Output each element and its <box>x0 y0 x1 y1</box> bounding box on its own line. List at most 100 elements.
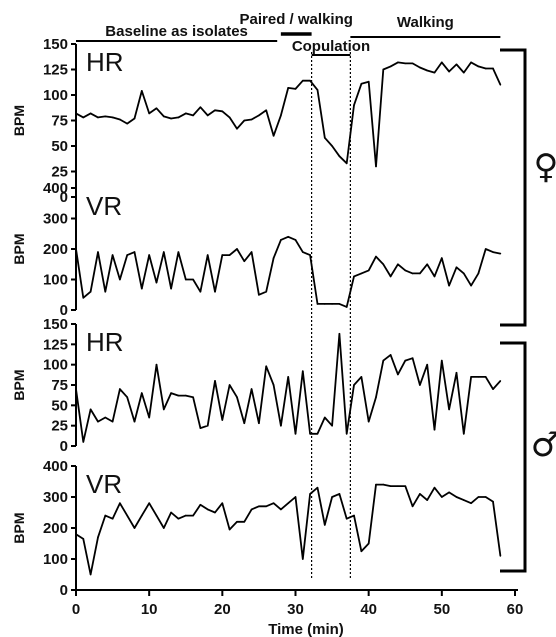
data-point <box>104 115 107 118</box>
data-point <box>221 110 224 113</box>
y-tick-label: 50 <box>51 138 68 155</box>
data-point <box>462 71 465 74</box>
data-point <box>75 248 77 250</box>
data-point <box>477 376 480 378</box>
data-point <box>199 290 202 293</box>
data-point <box>199 106 202 109</box>
data-point <box>470 376 472 378</box>
panel-2: 400 300 200 100 0 BPM VR <box>11 180 502 319</box>
data-point <box>272 502 275 505</box>
data-point <box>419 384 421 386</box>
data-point <box>294 433 297 435</box>
phase-label: Paired / walking <box>240 11 353 28</box>
data-point <box>177 394 180 397</box>
y-axis-label: BPM <box>11 512 27 543</box>
data-point <box>97 536 99 539</box>
data-point <box>89 112 92 115</box>
data-point <box>258 293 260 296</box>
x-tick-label: 10 <box>141 601 158 618</box>
panel-tag: HR <box>86 47 124 77</box>
data-point <box>338 493 341 495</box>
x-tick-label: 50 <box>433 601 450 618</box>
series-line <box>75 332 502 443</box>
y-tick-label: 100 <box>43 551 68 568</box>
data-point <box>272 384 275 386</box>
data-point <box>441 257 443 259</box>
data-point <box>462 499 465 501</box>
data-point <box>360 272 363 275</box>
data-point <box>236 248 238 250</box>
data-point <box>258 505 260 508</box>
data-point <box>163 527 165 529</box>
y-tick-label: 125 <box>43 336 68 353</box>
data-point <box>111 116 114 119</box>
data-point <box>265 109 268 112</box>
data-point <box>280 114 282 117</box>
data-point <box>170 287 172 290</box>
data-point <box>104 514 107 517</box>
data-point <box>455 266 458 269</box>
y-tick-label: 300 <box>43 211 68 228</box>
data-point <box>397 61 399 64</box>
data-point <box>206 114 209 117</box>
y-tick-label: 200 <box>43 520 68 537</box>
data-point <box>316 303 319 305</box>
data-point <box>243 422 246 425</box>
panel-1: 150 125 100 75 50 25 0 BPM HR <box>11 36 502 206</box>
y-tick-label: 100 <box>43 272 68 289</box>
panels: 1501251007550250BPMHR4003002001000BPMVR1… <box>11 36 502 599</box>
data-point <box>250 508 253 511</box>
data-point <box>492 67 494 70</box>
y-tick-label: 400 <box>43 458 68 475</box>
data-point <box>243 119 246 122</box>
panel-tag: VR <box>86 469 122 499</box>
data-point <box>404 62 407 65</box>
data-point <box>338 303 341 305</box>
data-point <box>221 502 224 505</box>
data-point <box>155 514 158 517</box>
data-point <box>184 112 187 115</box>
data-point <box>367 80 370 83</box>
data-point <box>221 419 224 421</box>
data-point <box>448 491 450 494</box>
data-point <box>206 508 209 511</box>
data-point <box>309 79 311 82</box>
data-point <box>382 68 385 71</box>
data-point <box>97 420 99 423</box>
data-point <box>170 511 172 514</box>
data-point <box>148 254 150 256</box>
data-point <box>353 384 355 386</box>
y-tick-label: 0 <box>60 189 68 206</box>
data-point <box>323 524 326 526</box>
data-point <box>411 62 414 65</box>
data-point <box>89 408 92 411</box>
x-tick-label: 20 <box>214 601 231 618</box>
data-point <box>382 359 385 362</box>
y-tick-label: 400 <box>43 180 68 197</box>
data-point <box>133 251 136 253</box>
data-point <box>484 248 487 250</box>
data-point <box>141 514 143 517</box>
y-tick-label: 75 <box>51 377 68 394</box>
data-point <box>345 517 348 520</box>
data-point <box>382 483 385 486</box>
data-point <box>316 433 319 435</box>
panel-tag: VR <box>86 191 122 221</box>
data-point <box>462 433 465 435</box>
data-point <box>426 499 429 501</box>
data-point <box>170 392 172 394</box>
data-point <box>470 61 472 64</box>
x-tick-label: 0 <box>72 601 80 618</box>
data-point <box>104 416 107 419</box>
data-point <box>89 573 92 576</box>
data-point <box>331 145 333 147</box>
group-bracket-1: ♀ <box>500 48 556 327</box>
data-point <box>126 254 129 256</box>
data-point <box>294 88 297 90</box>
data-point <box>250 388 253 390</box>
data-point <box>214 380 216 382</box>
data-point <box>309 254 311 256</box>
data-point <box>360 550 363 553</box>
data-point <box>133 420 136 423</box>
panel-tag: HR <box>86 327 124 357</box>
